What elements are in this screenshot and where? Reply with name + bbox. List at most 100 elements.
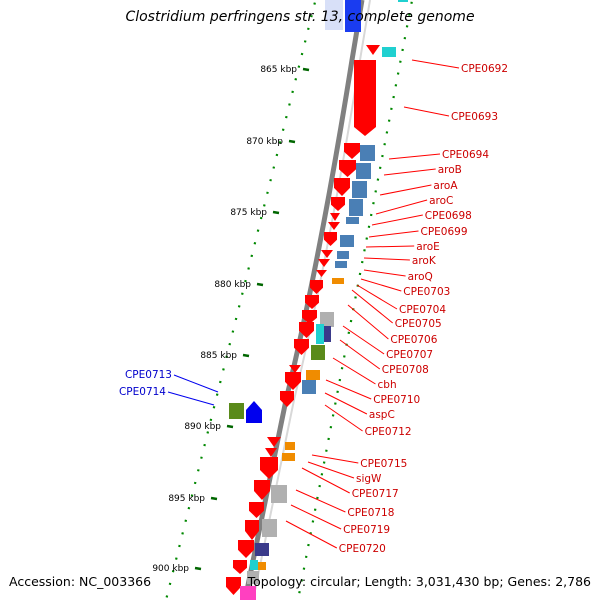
label-leader-line [411,59,460,69]
cds-feature-CPE0719 [249,502,264,518]
cds-feature-bottom-1 [238,540,254,558]
gene-label-CPE0714: CPE0714 [119,386,166,398]
cds-feature-aroQ [318,259,330,267]
cds-feature-blue-box-6 [340,235,354,247]
gene-label-aspC: aspC [369,409,395,421]
gene-label-CPE0704: CPE0704 [399,304,446,316]
cds-feature-aroE [324,232,337,246]
inner-dotted-ring [164,0,317,601]
cds-feature-CPE0708 [294,339,309,355]
label-leader-line [339,339,381,370]
cds-feature-aspC [280,391,294,407]
cds-feature-CPE0698 [330,213,340,221]
gene-label-CPE0705: CPE0705 [395,318,442,330]
label-leader-line [388,153,441,160]
label-leader-line [351,289,394,324]
gene-label-CPE0713: CPE0713 [125,369,172,381]
gene-label-sigW: sigW [356,473,382,485]
cds-feature-navy-box-2 [255,543,269,556]
cds-feature-aroK [321,250,333,258]
gene-label-CPE0703: CPE0703 [403,286,450,298]
label-leader-line [295,489,346,513]
cds-feature-grey-box-4 [247,571,259,584]
gene-label-aroQ: aroQ [408,271,433,283]
cds-feature-CPE0718 [254,480,270,500]
label-leader-line [342,325,385,355]
cds-feature-CPE0704 [310,280,323,294]
gene-label-CPE0717: CPE0717 [352,488,399,500]
label-leader-line [383,168,436,176]
label-leader-line [290,504,342,530]
cds-feature-cyan-box-3 [250,560,258,570]
cds-feature-CPE0692 [366,45,380,55]
scale-tick-label: 865 kbp [260,65,297,75]
cds-feature-grey-box-3 [262,519,277,537]
gene-label-aroA: aroA [433,180,458,192]
cds-feature-CPE0699 [328,222,340,230]
cds-feature-CPE0715 [267,437,281,447]
scale-tick-label: 880 kbp [214,280,251,290]
cds-feature-CPE0693 [354,60,376,136]
scale-tick-label: 890 kbp [184,422,221,432]
features-layer [226,0,408,600]
scale-tick-mark [242,353,250,358]
label-leader-line [371,214,423,226]
label-leader-line [379,184,432,196]
cds-feature-cyan-box-2 [316,324,324,344]
scale-tick-label: 900 kbp [152,564,189,574]
gene-label-CPE0720: CPE0720 [339,543,386,555]
scale-tick-mark [256,282,264,287]
gene-label-CPE0710: CPE0710 [373,394,420,406]
scale-tick-mark [226,424,234,429]
accession-text: Accession: NC_003366 [9,574,152,589]
cds-feature-orange-box [332,278,344,284]
cds-feature-orange-box-3 [285,442,295,450]
cds-feature-blue-box-8 [335,261,347,268]
cds-feature-cyan-box [382,47,396,57]
gene-label-CPE0719: CPE0719 [343,524,390,536]
cds-feature-CPE0720 [245,520,259,540]
cds-feature-aroB [339,160,356,177]
genome-summary-text: Topology: circular; Length: 3,031,430 bp… [247,574,591,589]
cds-feature-CPE0706 [302,310,317,324]
cds-feature-orange-box-2 [306,370,320,380]
label-leader-line [363,257,410,261]
cds-feature-cbh [289,365,301,373]
scale-tick-mark [194,566,202,571]
label-leader-line [307,461,355,479]
cds-feature-CPE0717 [260,457,278,479]
cds-feature-navy-box-1 [324,326,331,342]
label-leader-line [360,278,402,292]
label-leader-line [167,391,215,406]
gene-label-aroK: aroK [412,255,437,267]
gene-label-CPE0708: CPE0708 [382,364,429,376]
cds-feature-blue-box-2 [356,163,371,179]
gene-label-CPE0707: CPE0707 [386,349,433,361]
label-leader-line [285,520,338,549]
cds-feature-top-pale [325,0,343,30]
outer-dotted-ring [296,0,414,601]
gene-label-CPE0712: CPE0712 [365,426,412,438]
cds-feature-olive-box-CPE0713 [229,403,244,419]
label-leader-line [368,230,419,238]
cds-feature-CPE0707 [299,322,314,338]
gene-label-CPE0693: CPE0693 [451,111,498,123]
scale-ticks-layer: 865 kbp 870 kbp 875 kbp 880 kbp 885 kbp 890 k… [152,65,310,574]
scale-tick-label: 885 kbp [200,351,237,361]
label-leader-line [347,304,389,340]
gene-label-aroB: aroB [438,164,462,176]
cds-feature-bottom-magenta [240,586,256,600]
cds-feature-CPE0714 [246,401,262,423]
scale-tick-label: 895 kbp [168,494,205,504]
scale-tick-mark [272,210,280,215]
cds-feature-aroA [334,178,350,196]
cds-feature-CPE0703 [316,270,327,277]
label-leader-line [356,284,398,310]
cds-feature-grey-box-1 [320,312,334,327]
gene-label-CPE0715: CPE0715 [360,458,407,470]
label-leader-line [363,269,406,277]
cds-feature-bottom-3 [226,577,241,595]
label-leaders-layer [167,59,460,549]
cds-feature-blue-box-5 [346,217,359,224]
